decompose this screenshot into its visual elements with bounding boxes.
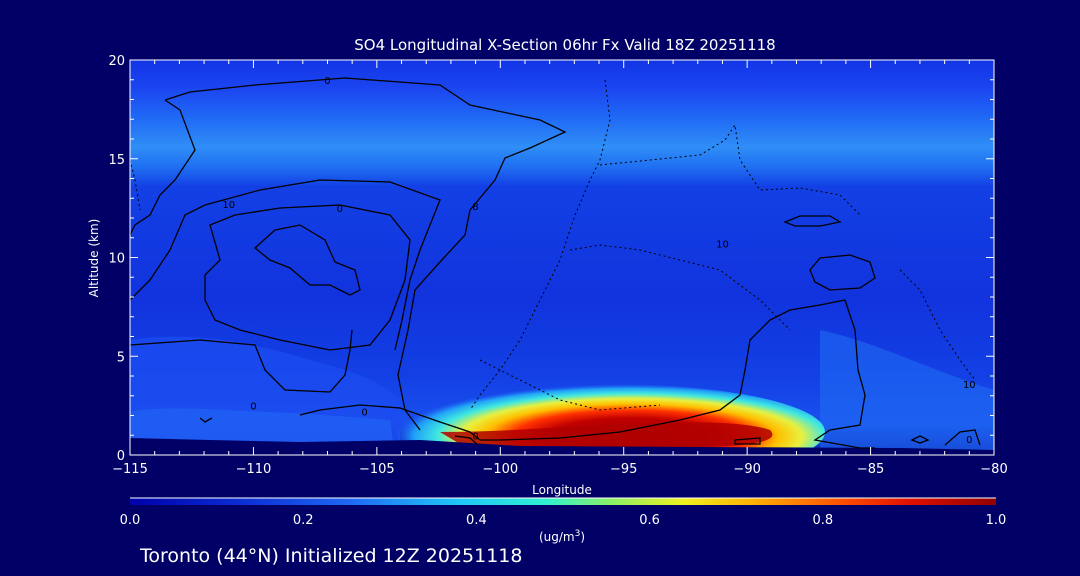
footer-caption: Toronto (44°N) Initialized 12Z 20251118 bbox=[139, 545, 523, 567]
contour-line-dotted bbox=[569, 244, 791, 331]
colorbar-units: (ug/m3) bbox=[539, 529, 585, 544]
contour-label: 0 bbox=[472, 431, 478, 442]
y-tick-label: 10 bbox=[108, 252, 125, 267]
colorbar-tick-label: 0.8 bbox=[812, 513, 833, 528]
contour-line bbox=[253, 224, 361, 296]
plot-field bbox=[130, 60, 994, 455]
contour-line bbox=[944, 429, 981, 446]
x-tick-label: −105 bbox=[359, 462, 395, 477]
contour-line-dotted bbox=[599, 123, 861, 216]
x-tick-label: −100 bbox=[482, 462, 518, 477]
contour-label: 10 bbox=[222, 200, 235, 211]
east-field bbox=[820, 330, 994, 455]
contour-labels: 0 10 0 8 10 0 0 0 10 0 bbox=[222, 76, 975, 446]
y-tick-label: 5 bbox=[117, 350, 125, 365]
x-tick-label: −110 bbox=[236, 462, 272, 477]
y-tick-label: 15 bbox=[108, 153, 125, 168]
x-axis: −115 −110 −105 −100 −95 −90 −85 −80 bbox=[112, 60, 1008, 477]
contour-label: 0 bbox=[337, 204, 343, 215]
plume-core bbox=[440, 422, 773, 448]
contour-line bbox=[204, 204, 411, 351]
contour-line bbox=[129, 99, 196, 236]
contour-line bbox=[164, 77, 567, 431]
colorbar-tick-label: 0.4 bbox=[466, 513, 487, 528]
contour-label: 0 bbox=[250, 402, 256, 413]
y-axis: 0 5 10 15 20 bbox=[108, 54, 994, 464]
x-tick-label: −85 bbox=[857, 462, 884, 477]
x-axis-label: Longitude bbox=[532, 483, 592, 497]
colorbar-tick-label: 0.6 bbox=[639, 513, 660, 528]
x-tick-label: −80 bbox=[980, 462, 1007, 477]
contour-label: 0 bbox=[966, 435, 972, 446]
contour-line bbox=[129, 179, 441, 351]
contour-label: 0 bbox=[324, 76, 330, 87]
y-tick-label: 20 bbox=[108, 54, 125, 69]
colorbar bbox=[130, 498, 996, 505]
contour-label: 10 bbox=[716, 240, 729, 251]
x-tick-label: −95 bbox=[610, 462, 637, 477]
chart-title: SO4 Longitudinal X-Section 06hr Fx Valid… bbox=[354, 36, 775, 54]
contour-line bbox=[910, 435, 930, 444]
contour-lines bbox=[129, 77, 981, 449]
colorbar-tick-label: 1.0 bbox=[986, 513, 1007, 528]
terrain bbox=[130, 438, 994, 455]
contour-line bbox=[734, 437, 761, 445]
contour-line bbox=[480, 299, 875, 449]
colorbar-tick-label: 0.2 bbox=[293, 513, 314, 528]
contour-line-dotted bbox=[469, 79, 611, 411]
contour-label: 8 bbox=[472, 202, 478, 213]
contour-line bbox=[809, 254, 876, 291]
contour-label: 10 bbox=[963, 380, 976, 391]
contour-line-dotted bbox=[479, 359, 661, 411]
contour-label: 0 bbox=[361, 408, 367, 419]
y-axis-label: Altitude (km) bbox=[87, 219, 101, 298]
x-tick-label: −115 bbox=[112, 462, 148, 477]
x-tick-label: −90 bbox=[733, 462, 760, 477]
contour-line-dotted bbox=[129, 159, 141, 211]
y-tick-label: 0 bbox=[117, 449, 125, 464]
contour-line bbox=[783, 215, 842, 227]
contour-line bbox=[454, 435, 479, 446]
contour-line bbox=[299, 404, 481, 441]
colorbar-ticks: 0.0 0.2 0.4 0.6 0.8 1.0 bbox=[120, 513, 1007, 528]
contour-line bbox=[129, 329, 353, 393]
colorbar-tick-label: 0.0 bbox=[120, 513, 141, 528]
contour-line bbox=[199, 417, 213, 423]
